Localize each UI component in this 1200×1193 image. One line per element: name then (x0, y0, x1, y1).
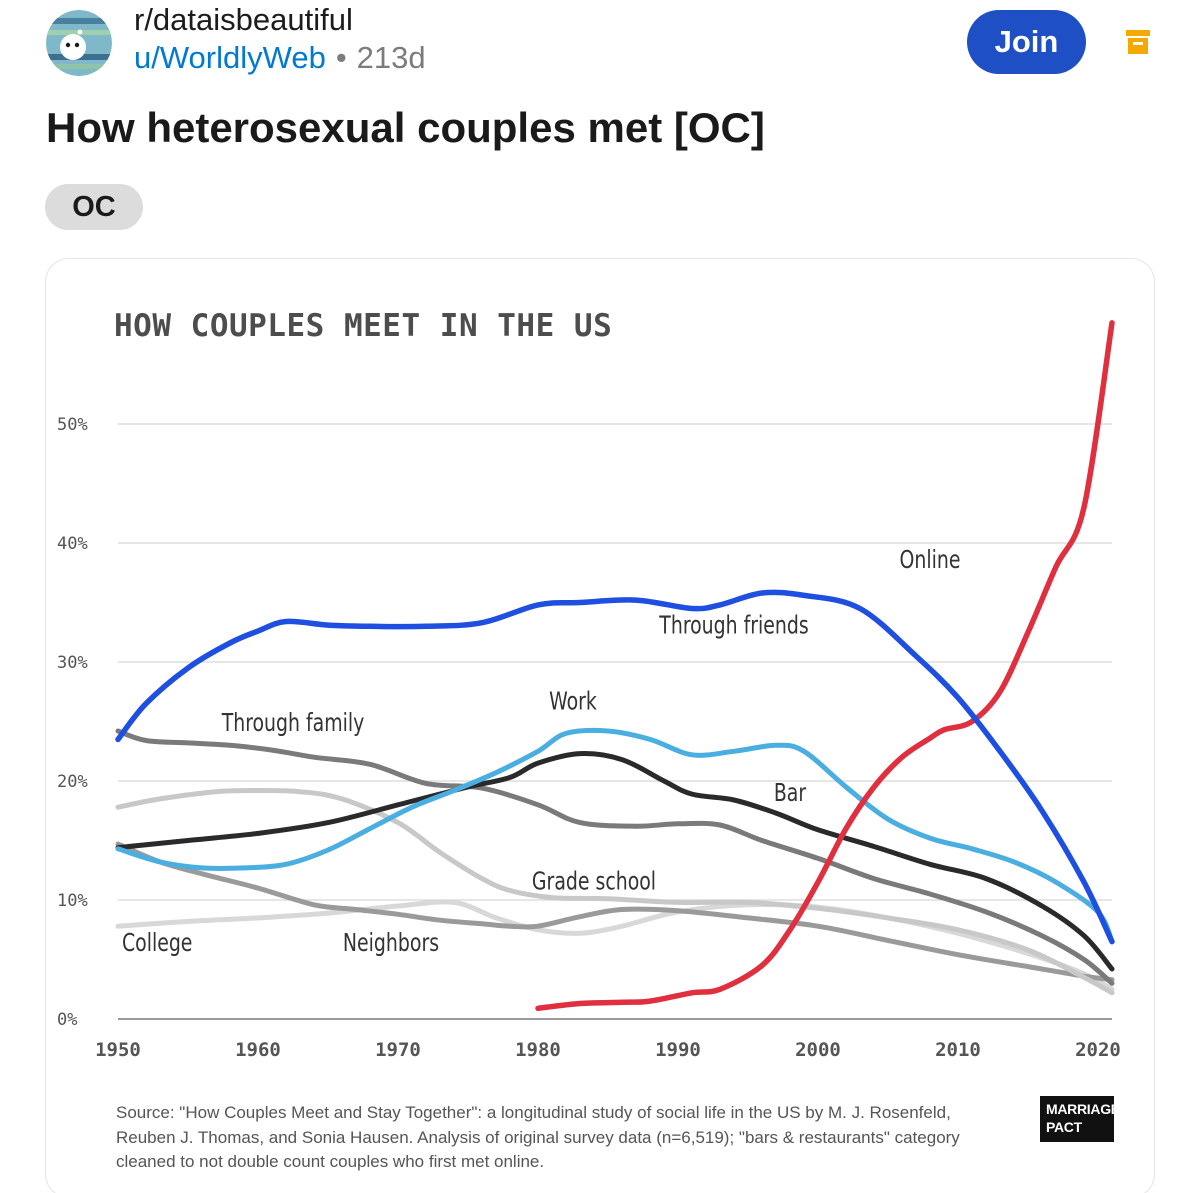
logo-line-1: MARRIAGE (1046, 1101, 1120, 1117)
post-age: 213d (356, 40, 426, 75)
series-line-college (115, 899, 1115, 992)
x-tick-label: 1990 (655, 1039, 701, 1061)
logo-line-2: PACT (1046, 1119, 1082, 1135)
series-label-grade-school: Grade school (532, 868, 656, 896)
archive-icon[interactable] (1123, 26, 1153, 58)
x-axis-ticks: 1950 1960 1970 1980 1990 2000 2010 2020 (95, 1039, 1121, 1061)
separator: • (335, 40, 347, 75)
series-line-through-family (115, 728, 1115, 986)
series-labels: Through friends Online Work Bar Through fami… (122, 546, 961, 957)
series-label-work: Work (549, 688, 597, 716)
x-tick-label: 1970 (375, 1039, 421, 1061)
series-label-bar: Bar (774, 780, 807, 808)
source-note: Source: "How Couples Meet and Stay Toget… (116, 1103, 960, 1171)
series-line-bar (115, 750, 1115, 972)
subreddit-avatar-icon[interactable] (46, 10, 112, 76)
y-tick-label: 0% (57, 1010, 77, 1030)
y-tick-label: 50% (57, 415, 88, 435)
series-line-online (535, 320, 1115, 1012)
series-line-grade-school (115, 787, 1115, 996)
x-tick-label: 1980 (515, 1039, 561, 1061)
series-lines (115, 320, 1115, 1012)
series-line-work (115, 727, 1115, 945)
subreddit-name[interactable]: r/dataisbeautiful (134, 2, 353, 37)
post-meta: r/dataisbeautiful u/WorldlyWeb • 213d (134, 2, 426, 78)
x-tick-label: 1960 (235, 1039, 281, 1061)
y-axis-ticks: 0% 10% 20% 30% 40% 50% (57, 415, 88, 1030)
y-tick-label: 20% (57, 772, 88, 792)
series-label-through-friends: Through friends (658, 612, 808, 640)
join-button[interactable]: Join (967, 10, 1086, 74)
post-flair[interactable]: OC (45, 184, 143, 230)
chart-title: HOW COUPLES MEET IN THE US (114, 308, 613, 344)
series-label-through-family: Through family (221, 709, 364, 737)
y-tick-label: 10% (57, 891, 88, 911)
author-link[interactable]: u/WorldlyWeb (134, 40, 326, 75)
byline: u/WorldlyWeb • 213d (134, 38, 426, 78)
post-header: r/dataisbeautiful u/WorldlyWeb • 213d Join (0, 0, 1200, 100)
x-tick-label: 1950 (95, 1039, 141, 1061)
marriage-pact-logo: MARRIAGE PACT (1040, 1096, 1120, 1142)
series-label-online: Online (900, 546, 961, 574)
x-tick-label: 2000 (795, 1039, 841, 1061)
y-tick-label: 30% (57, 653, 88, 673)
x-tick-label: 2020 (1075, 1039, 1121, 1061)
series-line-through-friends (115, 589, 1115, 945)
series-line-neighbors (115, 841, 1115, 983)
x-tick-label: 2010 (935, 1039, 981, 1061)
post-title[interactable]: How heterosexual couples met [OC] (46, 104, 765, 151)
series-label-college: College (122, 930, 192, 958)
series-label-neighbors: Neighbors (343, 930, 439, 958)
y-tick-label: 40% (57, 534, 88, 554)
